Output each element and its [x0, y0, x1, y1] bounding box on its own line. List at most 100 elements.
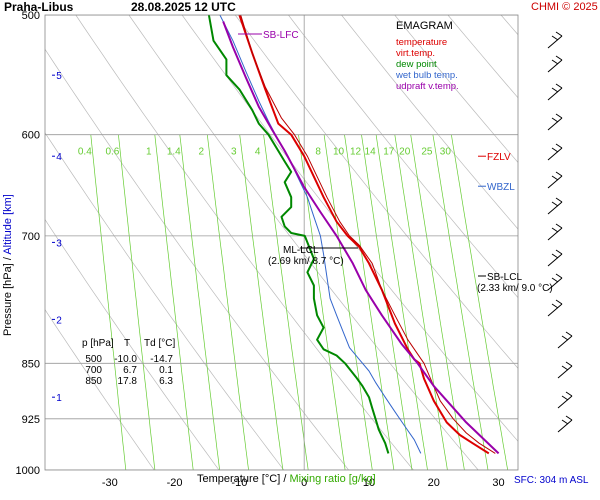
wind-barb-feather [551, 35, 559, 41]
mixing-ratio-line [179, 134, 220, 470]
wind-barb-icon [557, 361, 573, 379]
wind-barb-staff [547, 117, 563, 131]
dry-adiabat-line [341, 15, 518, 230]
wind-barb-staff [547, 175, 563, 189]
wind-barb-icon [547, 171, 563, 189]
dry-adiabat-line [45, 132, 285, 470]
table-cell: 700 [85, 365, 102, 376]
wbzl-label: WBZL [487, 182, 515, 193]
temperature-tick-label: 20 [428, 477, 440, 489]
sb-lfc-label: SB-LFC [263, 30, 299, 41]
dry-adiabat-line [287, 15, 518, 299]
wind-barb-feather [551, 277, 559, 283]
table-cell: 6.7 [123, 365, 137, 376]
wind-barb-icon [557, 415, 573, 433]
wind-barb-staff [557, 419, 573, 433]
temperature-tick-label: -10 [231, 477, 247, 489]
wind-barb-icon [547, 83, 563, 101]
wind-barb-staff [547, 35, 563, 49]
wind-barb-feather [565, 415, 573, 421]
mixing-ratio-label: 14 [365, 147, 377, 158]
wind-barb-feather [565, 361, 573, 367]
wind-barb-icon [547, 31, 563, 49]
mixing-ratio-label: 1 [146, 147, 152, 158]
wind-barb-feather [551, 147, 559, 153]
pressure-tick-label: 1000 [16, 465, 40, 477]
chart-datetime: 28.08.2025 12 UTC [131, 0, 236, 14]
wind-barb-feather [551, 201, 559, 207]
pressure-tick-label: 850 [22, 358, 40, 370]
wind-barb-staff [547, 227, 563, 241]
wind-barb-staff [547, 147, 563, 161]
wind-barb-icon [547, 249, 563, 267]
wind-barb-feather [555, 273, 563, 279]
wind-barb-feather [555, 113, 563, 119]
table-header: T [124, 338, 130, 349]
dry-adiabat-line [500, 15, 518, 36]
mixing-ratio-line [394, 134, 448, 470]
fzlv-label: FZLV [487, 152, 511, 163]
copyright: CHMI © 2025 [531, 1, 598, 13]
y-axis-label-sep: / [2, 257, 14, 261]
sb-lcl-label: SB-LCL [487, 272, 522, 283]
wind-barb-icon [547, 273, 563, 291]
mixing-ratio-line [375, 134, 428, 470]
wind-barb-feather [561, 395, 569, 401]
mixing-ratio-line [263, 134, 309, 470]
altitude-tick-label: 5 [56, 71, 62, 82]
table-cell: 850 [85, 376, 102, 387]
dry-adiabat-line [234, 15, 518, 369]
mixing-ratio-line [239, 134, 284, 470]
wind-barb-feather [565, 331, 573, 337]
series-line-dew-point [207, 15, 390, 454]
pressure-tick-label: 600 [22, 130, 40, 142]
wind-barb-feather [551, 253, 559, 259]
altitude-tick-label: 4 [56, 152, 62, 163]
wind-barb-icon [547, 299, 563, 317]
x-axis-label: Temperature [°C] / Mixing ratio [g/kg] [197, 473, 376, 485]
dry-adiabat-line [75, 15, 414, 470]
sb-lcl-sublabel: (2.33 km/ 9.0 °C) [477, 283, 553, 294]
surface-elevation: SFC: 304 m ASL [514, 475, 589, 486]
wind-barb-icon [547, 55, 563, 73]
table-cell: 500 [85, 354, 102, 365]
table-header: p [hPa] [82, 338, 114, 349]
wind-barb-feather [555, 31, 563, 37]
wind-barb-icon [547, 223, 563, 241]
altitude-tick-label: 1 [56, 393, 62, 404]
mixing-ratio-line [206, 134, 249, 470]
table-header: Td [°C] [144, 338, 175, 349]
wind-barb-feather [555, 249, 563, 255]
wind-barb-feather [555, 171, 563, 177]
table-cell: -14.7 [150, 354, 173, 365]
wind-barb-feather [555, 299, 563, 305]
wind-barb-staff [547, 87, 563, 101]
temperature-tick-label: -20 [167, 477, 183, 489]
wind-barb-feather [555, 83, 563, 89]
x-axis-label-mix: Mixing ratio [g/kg] [289, 473, 376, 485]
y-axis-label-altitude: Altitude [km] [2, 194, 14, 255]
mixing-ratio-line [410, 134, 465, 470]
table-cell: -10.0 [114, 354, 137, 365]
wind-barb-feather [561, 335, 569, 341]
table-cell: 6.3 [159, 376, 173, 387]
y-axis-label: Pressure [hPa] / Altitude [km] [2, 194, 14, 336]
wind-barb-feather [551, 117, 559, 123]
dry-adiabat-line [531, 0, 600, 470]
legend-title: EMAGRAM [396, 20, 453, 32]
mixing-ratio-label: 12 [350, 147, 362, 158]
wind-barb-icon [547, 197, 563, 215]
temperature-tick-label: 0 [301, 477, 307, 489]
series-layer [207, 15, 500, 455]
wind-barb-feather [551, 59, 559, 65]
mixing-ratio-label: 1.4 [167, 147, 181, 158]
table-cell: 17.8 [118, 376, 138, 387]
series-line-wet-bulb-temp [219, 15, 422, 454]
station-name: Praha-Libus [4, 0, 74, 14]
legend-item: udpraft v.temp. [396, 81, 459, 92]
temperature-tick-label: 30 [492, 477, 504, 489]
wind-barb-staff [547, 303, 563, 317]
mixing-ratio-label: 17 [383, 147, 395, 158]
series-line-virt-temp [240, 15, 496, 454]
